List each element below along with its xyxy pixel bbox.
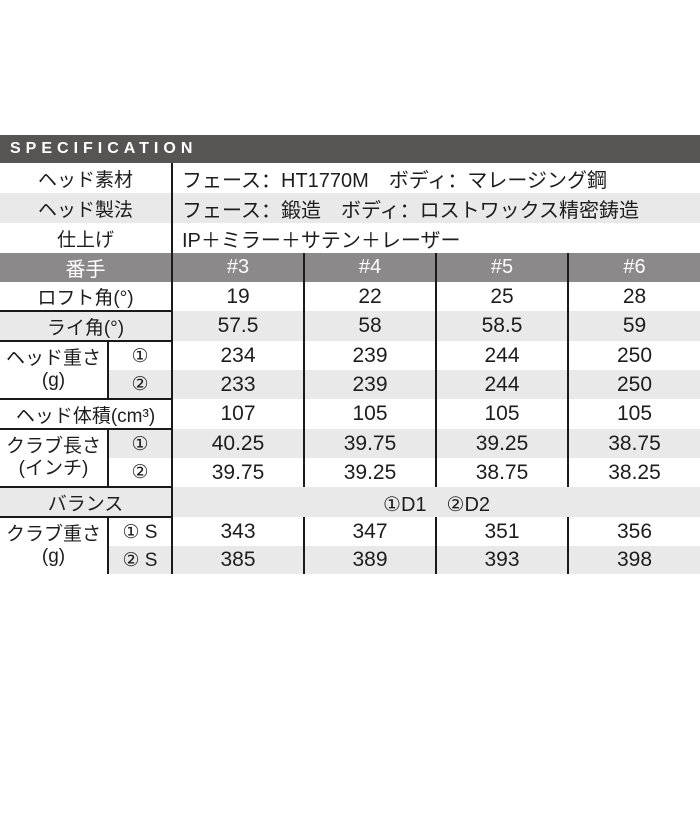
loft-value: 25 [435,282,568,311]
head-weight-unit: (g) [41,370,66,391]
club-length-value: 39.75 [171,458,304,487]
club-weight-value: 393 [435,546,568,574]
club-length-value: 38.75 [566,429,700,458]
loft-value: 22 [303,282,436,311]
head-volume-row: ヘッド体積(cm³) 107 105 105 105 [0,399,700,430]
club-weight-value: 385 [171,546,304,574]
header-label: 番手 [0,253,172,282]
head-weight-value: 233 [171,370,304,399]
head-weight-value: 239 [303,370,436,399]
club-length-label-text: クラブ長さ [5,435,101,457]
info-row-method: ヘッド製法 フェース：鍛造 ボディ：ロストワックス精密鋳造 [0,193,700,223]
head-weight-label-text: ヘッド重さ [5,347,101,369]
lie-row: ライ角(°) 57.5 58 58.5 59 [0,311,700,342]
club-weight-label: クラブ重さ (g) [0,517,108,574]
loft-value: 28 [566,282,700,311]
info-row-material: ヘッド素材 フェース：HT1770M ボディ：マレージング鋼 [0,163,700,193]
info-label-method: ヘッド製法 [0,193,172,223]
club-weight-value: 356 [566,517,700,546]
club-weight-value: 389 [303,546,436,574]
title-row: SPECIFICATION [0,135,700,163]
lie-value: 58.5 [435,311,568,341]
club-number-header-row: 番手 #3 #4 #5 #6 [0,253,700,282]
club-length-unit: (インチ) [18,458,89,479]
club-weight-value: 351 [435,517,568,546]
head-weight-value: 244 [435,370,568,399]
lie-label: ライ角(°) [0,311,172,342]
balance-label: バランス [0,487,172,518]
club-weight-unit: (g) [41,546,66,567]
club-length-value: 39.75 [303,429,436,458]
club-weight-sub-2: ② S [107,546,172,574]
loft-label: ロフト角(°) [0,282,172,312]
loft-value: 19 [171,282,304,311]
head-weight-value: 239 [303,341,436,370]
info-label-finish: 仕上げ [56,229,114,251]
head-weight-value: 234 [171,341,304,370]
club-length-value: 39.25 [303,458,436,487]
head-weight-sub-1: ① [107,341,172,370]
head-weight-row-2: ② 233 239 244 250 [0,370,700,400]
info-row-finish: 仕上げ IP＋ミラー＋サテン＋レーザー [0,223,700,253]
head-weight-row-1: ヘッド重さ (g) ① 234 239 244 250 [0,341,700,400]
club-weight-row-2: ② S 385 389 393 398 [0,546,700,574]
loft-row: ロフト角(°) 19 22 25 28 [0,282,700,312]
head-volume-value: 105 [303,399,436,429]
info-value-finish: IP＋ミラー＋サテン＋レーザー [170,223,700,253]
lie-value: 57.5 [171,311,304,341]
head-volume-label: ヘッド体積(cm³) [0,399,172,430]
club-length-sub-2: ② [107,458,172,488]
page-title: SPECIFICATION [0,135,700,163]
club-weight-sub-1: ① S [107,517,172,546]
club-length-value: 39.25 [435,429,568,458]
head-volume-value: 105 [435,399,568,429]
club-weight-value: 347 [303,517,436,546]
header-col-6: #6 [566,253,700,282]
specification-table: SPECIFICATION ヘッド素材 フェース：HT1770M ボディ：マレー… [0,135,700,574]
club-length-value: 38.25 [566,458,700,487]
club-length-sub-1: ① [107,429,172,458]
head-weight-value: 250 [566,341,700,370]
club-length-row-1: クラブ長さ (インチ) ① 40.25 39.75 39.25 38.75 [0,429,700,488]
club-length-row-2: ② 39.75 39.25 38.75 38.25 [0,458,700,488]
club-weight-value: 343 [171,517,304,546]
club-weight-value: 398 [566,546,700,574]
header-col-3: #3 [171,253,304,282]
club-weight-label-text: クラブ重さ [5,523,101,545]
balance-value: ①D1 ②D2 [170,487,700,517]
header-col-5: #5 [435,253,568,282]
club-length-value: 38.75 [435,458,568,487]
lie-value: 58 [303,311,436,341]
head-weight-value: 244 [435,341,568,370]
info-value-method: フェース：鍛造 ボディ：ロストワックス精密鋳造 [170,193,700,223]
head-volume-value: 105 [566,399,700,429]
head-weight-label: ヘッド重さ (g) [0,341,108,400]
header-col-4: #4 [303,253,436,282]
club-weight-row-1: クラブ重さ (g) ① S 343 347 351 356 [0,517,700,567]
club-length-label: クラブ長さ (インチ) [0,429,108,488]
info-value-material: フェース：HT1770M ボディ：マレージング鋼 [170,163,700,193]
head-volume-value: 107 [171,399,304,429]
head-weight-sub-2: ② [107,370,172,400]
spec-table: SPECIFICATION ヘッド素材 フェース：HT1770M ボディ：マレー… [0,135,700,574]
head-weight-value: 250 [566,370,700,399]
info-label-material: ヘッド素材 [37,169,133,191]
lie-value: 59 [566,311,700,341]
balance-row: バランス ①D1 ②D2 [0,487,700,518]
club-length-value: 40.25 [171,429,304,458]
